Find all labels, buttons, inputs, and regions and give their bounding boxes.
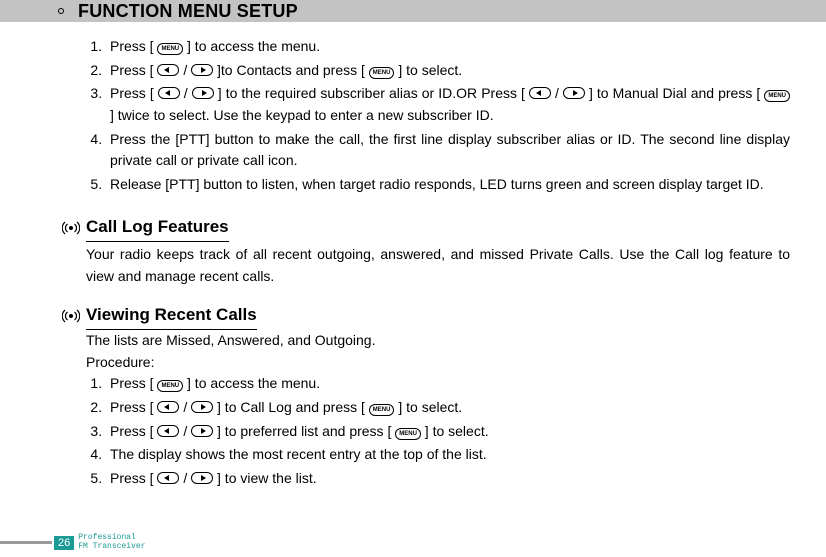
list-item: Release [PTT] button to listen, when tar… <box>106 174 790 196</box>
text: ] to access the menu. <box>183 375 320 391</box>
list-item: Press [ / ]to Contacts and press [ MENU … <box>106 60 790 82</box>
list-item: Press [ / ] to view the list. <box>106 468 790 490</box>
right-arrow-key-icon <box>192 87 214 99</box>
text: / <box>551 85 563 101</box>
procedure-list-1: Press [ MENU ] to access the menu. Press… <box>86 36 790 196</box>
signal-icon <box>62 220 80 236</box>
text: ] to Call Log and press [ <box>213 399 369 415</box>
text: Press [ <box>110 470 157 486</box>
menu-key-icon: MENU <box>369 404 395 416</box>
text: Press [ <box>110 62 157 78</box>
text: / <box>180 85 192 101</box>
section-header-viewing: Viewing Recent Calls <box>62 302 790 330</box>
text: ]to Contacts and press [ <box>213 62 369 78</box>
menu-key-icon: MENU <box>395 428 421 440</box>
signal-icon <box>62 308 80 324</box>
section-body: Your radio keeps track of all recent out… <box>86 244 790 287</box>
text: ] to select. <box>394 399 462 415</box>
text: / <box>179 399 191 415</box>
text: ] to the required subscriber alias or ID… <box>214 85 529 101</box>
left-arrow-key-icon <box>157 401 179 413</box>
section-header-calllog: Call Log Features <box>62 214 790 242</box>
list-item: Press [ MENU ] to access the menu. <box>106 373 790 395</box>
section-intro: Procedure: <box>86 352 790 374</box>
right-arrow-key-icon <box>563 87 585 99</box>
right-arrow-key-icon <box>191 64 213 76</box>
left-arrow-key-icon <box>157 425 179 437</box>
left-arrow-key-icon <box>529 87 551 99</box>
text: ] to view the list. <box>213 470 316 486</box>
text: Press [ <box>110 375 157 391</box>
left-arrow-key-icon <box>157 472 179 484</box>
left-arrow-key-icon <box>158 87 180 99</box>
text: ] to Manual Dial and press [ <box>585 85 764 101</box>
procedure-list-2: Press [ MENU ] to access the menu. Press… <box>86 373 790 489</box>
list-item: Press [ / ] to preferred list and press … <box>106 421 790 443</box>
list-item: Press the [PTT] button to make the call,… <box>106 129 790 172</box>
text: Press [ <box>110 399 157 415</box>
section-title: Viewing Recent Calls <box>86 302 257 330</box>
text: Press [ <box>110 85 158 101</box>
text: ] to select. <box>421 423 489 439</box>
right-arrow-key-icon <box>191 401 213 413</box>
list-item: Press [ / ] to Call Log and press [ MENU… <box>106 397 790 419</box>
text: ] to select. <box>394 62 462 78</box>
list-item: The display shows the most recent entry … <box>106 444 790 466</box>
section-title: Call Log Features <box>86 214 229 242</box>
footer-text: Professional FM Transceiver <box>78 534 145 551</box>
page-number: 26 <box>54 536 74 550</box>
text: / <box>179 470 191 486</box>
list-item: Press [ / ] to the required subscriber a… <box>106 83 790 126</box>
list-item: Press [ MENU ] to access the menu. <box>106 36 790 58</box>
left-arrow-key-icon <box>157 64 179 76</box>
page-title: FUNCTION MENU SETUP <box>78 1 298 22</box>
menu-key-icon: MENU <box>764 90 790 102</box>
text: / <box>179 62 191 78</box>
footer-line: FM Transceiver <box>78 543 145 551</box>
menu-key-icon: MENU <box>157 380 183 392</box>
text: Press [ <box>110 423 157 439</box>
right-arrow-key-icon <box>191 425 213 437</box>
header-bullet <box>58 8 64 14</box>
right-arrow-key-icon <box>191 472 213 484</box>
text: ] twice to select. Use the keypad to ent… <box>110 107 494 123</box>
footer-bar <box>0 541 52 544</box>
page-header: FUNCTION MENU SETUP <box>0 0 826 22</box>
text: ] to preferred list and press [ <box>213 423 395 439</box>
text: Press [ <box>110 38 157 54</box>
menu-key-icon: MENU <box>157 43 183 55</box>
page-content: Press [ MENU ] to access the menu. Press… <box>0 36 826 490</box>
text: ] to access the menu. <box>183 38 320 54</box>
page-footer: 26 Professional FM Transceiver <box>0 534 145 551</box>
menu-key-icon: MENU <box>369 67 395 79</box>
text: / <box>179 423 191 439</box>
section-intro: The lists are Missed, Answered, and Outg… <box>86 330 790 352</box>
